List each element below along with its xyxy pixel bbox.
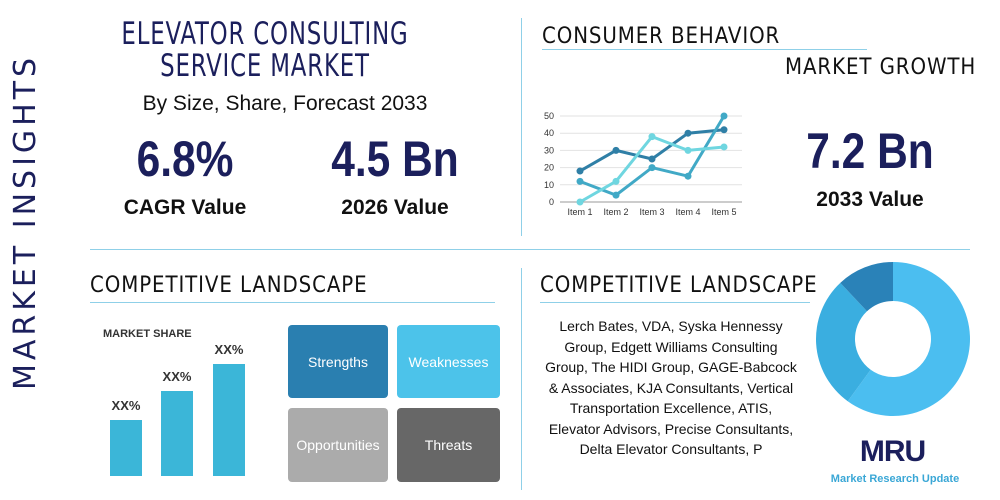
divider	[542, 49, 867, 50]
donut-slice	[816, 282, 871, 402]
data-point	[684, 146, 692, 154]
competitive-landscape-heading: COMPETITIVE LANDSCAPE	[90, 273, 368, 298]
x-tick-label: Item 1	[567, 207, 592, 217]
market-share-bar	[110, 419, 142, 476]
y-tick-label: 20	[544, 163, 554, 173]
data-point	[648, 164, 656, 172]
market-share-bar	[213, 363, 245, 476]
data-point	[648, 155, 656, 163]
data-point	[648, 133, 656, 141]
divider	[521, 268, 522, 490]
swot-weaknesses: Weaknesses	[397, 325, 500, 398]
data-point	[612, 177, 620, 185]
divider	[540, 302, 810, 303]
market-share-title: MARKET SHARE	[103, 328, 192, 340]
market-share-bar-label: XX%	[162, 369, 192, 384]
logo-name: Market Research Update	[830, 473, 960, 485]
swot-opportunities: Opportunities	[288, 408, 388, 482]
data-point	[576, 198, 584, 206]
swot-strengths: Strengths	[288, 325, 388, 398]
donut-slice	[840, 262, 893, 312]
market-share-bar-label: XX%	[214, 341, 244, 357]
y-tick-label: 50	[544, 111, 554, 121]
data-point	[612, 191, 620, 199]
y-tick-label: 30	[544, 145, 554, 155]
value-2033-label: 2033 Value	[816, 188, 924, 211]
data-point	[720, 143, 728, 151]
competitive-landscape-heading-right: COMPETITIVE LANDSCAPE	[540, 273, 818, 298]
data-point	[720, 126, 728, 134]
data-point	[612, 146, 620, 154]
x-tick-label: Item 2	[603, 207, 628, 217]
donut-slice	[847, 262, 970, 416]
market-share-bar	[161, 391, 193, 476]
value-2026: 4.5 Bn	[331, 131, 459, 187]
subtitle: By Size, Share, Forecast 2033	[142, 92, 428, 115]
x-tick-label: Item 4	[675, 207, 700, 217]
x-tick-label: Item 5	[711, 207, 736, 217]
divider	[90, 302, 495, 303]
page-title: ELEVATOR CONSULTING SERVICE MARKET	[121, 16, 409, 84]
data-point	[576, 177, 584, 185]
divider	[90, 249, 970, 250]
swot-threats: Threats	[397, 408, 500, 482]
logo-mark: MRU	[859, 435, 926, 468]
data-point	[684, 172, 692, 180]
value-2033: 7.2 Bn	[806, 123, 934, 179]
consumer-behavior-heading: CONSUMER BEHAVIOR	[542, 24, 781, 49]
line-chart: 0 10 20 30 40 50 Item 1 Item 2 Item 3 Item 4 Item …	[544, 111, 742, 217]
y-tick-label: 0	[549, 197, 554, 207]
y-tick-label: 40	[544, 128, 554, 138]
market-share-bar-label: XX%	[111, 397, 141, 413]
market-growth-heading: MARKET GROWTH	[785, 55, 977, 80]
cagr-value: 6.8%	[136, 131, 234, 187]
side-label: MARKET INSIGHTS	[8, 53, 43, 390]
divider	[521, 18, 522, 236]
x-tick-label: Item 3	[639, 207, 664, 217]
data-point	[720, 112, 728, 120]
data-point	[576, 167, 584, 175]
y-tick-label: 10	[544, 180, 554, 190]
companies-list: Lerch Bates, VDA, Syska Hennessy Group, …	[545, 318, 797, 457]
data-point	[684, 129, 692, 137]
cagr-label: CAGR Value	[123, 196, 247, 219]
value-2026-label: 2026 Value	[341, 196, 449, 219]
donut-chart	[816, 262, 970, 416]
